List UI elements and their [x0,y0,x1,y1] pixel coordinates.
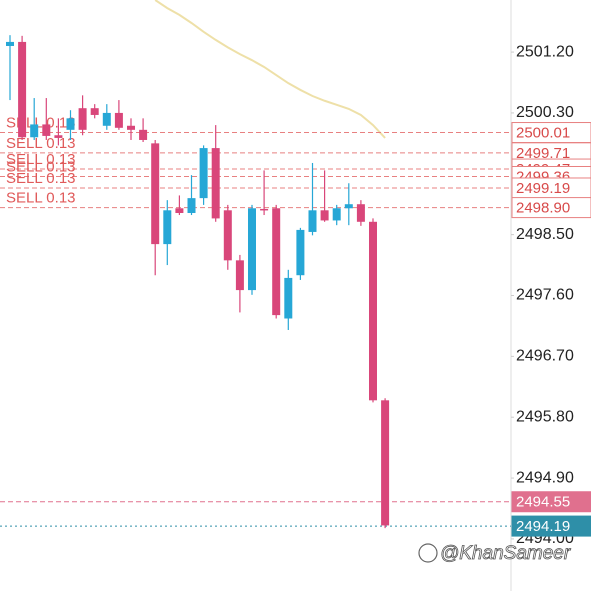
candle-body [127,125,135,130]
ma-line [154,0,386,139]
order-label: SELL 0.13 [6,115,76,132]
candle-body [151,143,160,245]
price-box-label: 2499.19 [516,180,570,197]
candle-body [90,108,99,115]
price-box [511,197,591,219]
candle-body [114,112,123,128]
candle-body [284,277,293,319]
y-tick-label: 2500.30 [516,104,574,121]
candle-body [175,208,184,214]
order-label: SELL 0.13 [6,190,76,207]
candle-body [42,124,51,136]
candle-body [199,148,208,199]
candle-body [296,229,305,276]
candle-body [139,129,148,140]
price-box-label: 2498.90 [516,200,570,217]
candle-body [187,198,196,214]
candle-body [6,41,14,46]
candle-body [66,118,75,130]
candle-body [320,210,329,221]
candle-body [369,221,377,401]
candle-body [381,400,390,526]
candle-body [272,208,281,316]
order-label: SELL 0.13 [6,151,76,168]
price-box-label: 2494.19 [516,518,570,535]
y-tick-label: 2501.20 [516,43,574,60]
y-tick-label: 2495.80 [516,408,574,425]
price-box [511,491,591,513]
candle-body [344,204,353,209]
y-tick-label: 2494.90 [516,469,574,486]
candle-body [30,124,39,138]
candle-body [248,208,256,291]
order-label: SELL 0.13 [6,135,76,152]
candle-body [78,108,87,130]
order-label: SELL 0.13 [6,170,76,187]
watermark: @KhanSameer [440,543,571,564]
watermark-icon [418,543,438,563]
candle-body [260,208,269,211]
candle-body [223,210,232,261]
candle-body [308,210,317,232]
price-box-label: 2499.71 [516,145,570,162]
price-box [511,515,591,537]
candle-body [211,148,220,219]
candle-body [163,210,172,245]
order-label: SELL 0.13 [6,158,76,175]
price-box-label: 2500.01 [516,125,570,142]
candle-body [235,260,244,291]
candle-body [332,208,341,221]
candle-body [102,112,111,126]
price-box-label: 2494.55 [516,494,570,511]
candle-body [54,135,63,138]
candle-body [356,204,365,222]
y-tick-label: 2497.60 [516,287,574,304]
candle-body [18,41,27,138]
y-tick-label: 2496.70 [516,348,574,365]
y-tick-label: 2498.50 [516,226,574,243]
